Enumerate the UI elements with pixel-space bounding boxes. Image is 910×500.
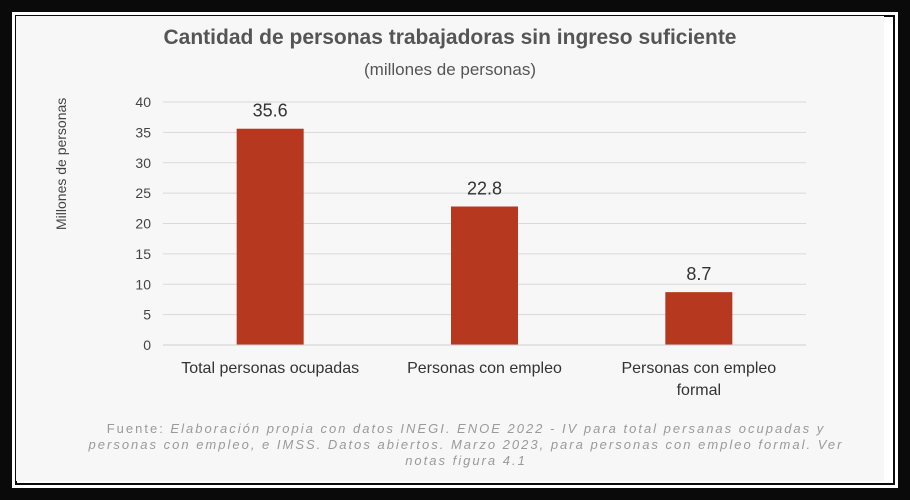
source-note: Fuente: Elaboración propia con datos INE… xyxy=(86,421,846,469)
y-tick-label: 5 xyxy=(143,307,151,323)
x-category-label: formal xyxy=(677,382,721,399)
y-tick-label: 25 xyxy=(135,185,151,201)
bar xyxy=(665,292,733,345)
bar xyxy=(236,128,304,345)
x-category-label: Personas con empleo xyxy=(621,360,776,377)
y-axis-label: Millones de personas xyxy=(52,97,69,230)
source-prefix: Fuente: xyxy=(106,421,171,436)
y-tick-label: 20 xyxy=(135,216,151,232)
bar xyxy=(451,206,518,345)
chart-subtitle: (millones de personas) xyxy=(364,60,536,79)
chart-title: Cantidad de personas trabajadoras sin in… xyxy=(163,26,737,49)
y-tick-label: 0 xyxy=(143,337,151,353)
y-tick-label: 30 xyxy=(135,155,151,171)
y-tick-label: 15 xyxy=(135,246,151,262)
source-text: Elaboración propia con datos INEGI. ENOE… xyxy=(88,421,844,468)
x-category-label: Personas con empleo xyxy=(407,360,562,377)
y-tick-label: 10 xyxy=(135,276,151,292)
chart-area: Cantidad de personas trabajadoras sin in… xyxy=(16,16,884,481)
bar-chart-plot: 0 5 10 15 20 25 30 35 40 35.6 Total personas ocupa… xyxy=(135,94,806,399)
data-label: 22.8 xyxy=(467,178,502,198)
data-label: 35.6 xyxy=(253,101,288,121)
y-tick-label: 35 xyxy=(135,124,151,140)
data-label: 8.7 xyxy=(686,264,711,284)
x-category-label: Total personas ocupadas xyxy=(181,360,359,377)
y-tick-label: 40 xyxy=(135,94,151,110)
